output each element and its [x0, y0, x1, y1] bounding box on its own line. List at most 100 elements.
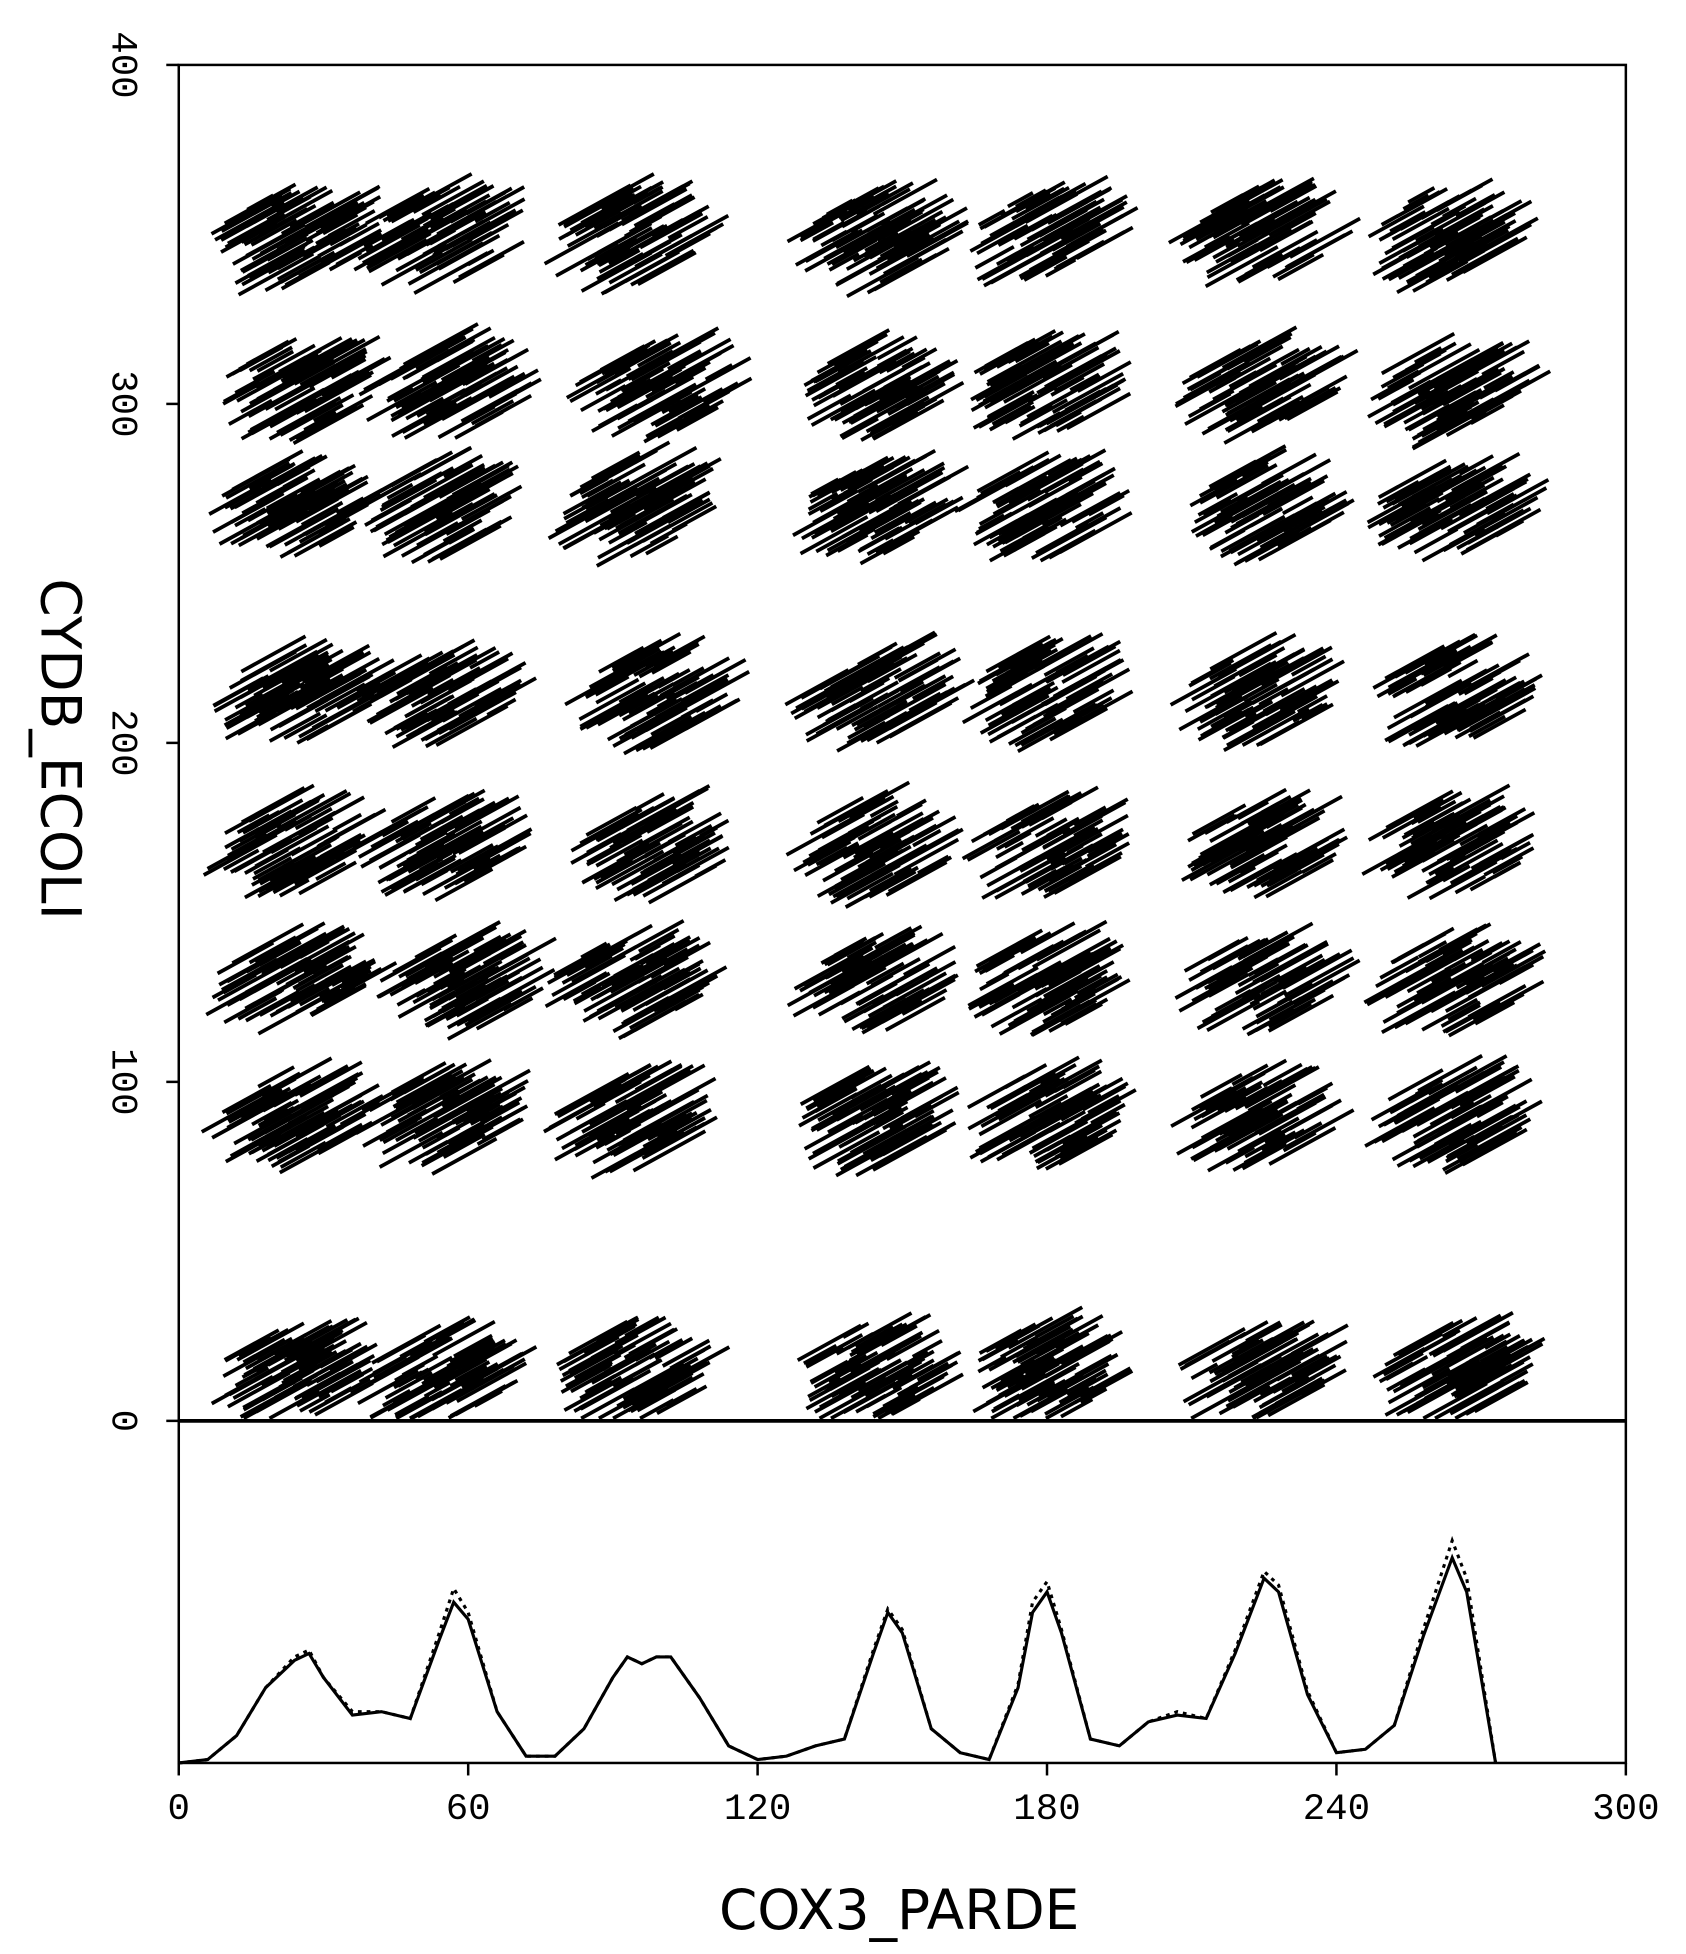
dot-segment: [573, 974, 626, 1006]
dot-segment: [455, 956, 531, 1001]
dot-segment: [993, 1393, 1021, 1411]
dot-segment: [554, 1117, 631, 1162]
dot-segment: [1051, 1374, 1085, 1396]
dot-segment: [312, 394, 374, 430]
dot-segment: [305, 1341, 362, 1376]
dot-segment: [331, 959, 377, 987]
dot-segment: [566, 948, 614, 977]
dot-segment: [394, 1362, 425, 1383]
dot-segment: [1253, 802, 1307, 835]
dot-segment: [473, 853, 502, 872]
dot-segment: [862, 1114, 933, 1156]
dot-segment: [836, 474, 908, 516]
dot-segment: [1014, 466, 1070, 499]
dot-segment: [1391, 206, 1450, 242]
dot-segment: [1259, 506, 1333, 550]
dot-segment: [303, 841, 348, 868]
dot-segment: [1385, 789, 1454, 830]
dot-segment: [1400, 1099, 1457, 1134]
dot-segment: [399, 799, 467, 839]
dot-segment: [631, 654, 663, 674]
dot-segment: [368, 457, 440, 500]
dot-segment: [579, 807, 643, 845]
dot-segment: [378, 1118, 418, 1142]
dot-segment: [595, 677, 640, 705]
dot-segment: [590, 1064, 660, 1105]
dot-segment: [628, 210, 668, 234]
dot-segment: [379, 478, 438, 512]
dot-segment: [413, 853, 457, 881]
dot-segment: [1499, 1355, 1531, 1375]
dot-segment: [1263, 189, 1337, 233]
dot-segment: [366, 380, 438, 422]
dot-segment: [658, 959, 704, 987]
dot-segment: [293, 1072, 360, 1112]
dot-segment: [601, 347, 649, 376]
dot-segment: [636, 1063, 706, 1104]
dot-segment: [1252, 349, 1328, 394]
dot-segment: [914, 1090, 960, 1119]
dot-segment: [247, 492, 298, 523]
dot-segment: [1289, 216, 1361, 259]
dot-segment: [617, 479, 683, 518]
dot-segment: [884, 996, 946, 1032]
dot-segment: [286, 1316, 360, 1360]
dot-segment: [1199, 463, 1269, 505]
dot-segment: [861, 1071, 923, 1108]
dot-segment: [1461, 190, 1506, 217]
dot-segment: [1237, 498, 1271, 520]
dot-segment: [585, 805, 638, 837]
dot-segment: [1261, 1130, 1297, 1153]
dot-segment: [287, 1097, 335, 1126]
dot-segment: [1380, 990, 1457, 1035]
dot-segment: [860, 1006, 900, 1031]
dot-segment: [995, 1323, 1041, 1352]
dot-segment: [654, 1098, 708, 1131]
dot-segment: [675, 846, 720, 874]
x-tick-label: 120: [724, 1789, 791, 1831]
dot-segment: [650, 831, 716, 870]
dot-segment: [1427, 703, 1487, 738]
dot-segment: [1392, 389, 1432, 414]
dot-segment: [1269, 184, 1318, 213]
dot-segment: [598, 497, 675, 542]
dot-segment: [420, 868, 449, 887]
dot-cluster: [1174, 325, 1359, 445]
dot-segment: [814, 1086, 858, 1113]
dot-segment: [1272, 1351, 1305, 1372]
dot-segment: [1007, 1305, 1084, 1350]
dot-segment: [880, 1324, 918, 1348]
dot-segment: [1073, 1369, 1134, 1405]
dot-segment: [544, 971, 608, 1009]
dot-segment: [1069, 1372, 1109, 1397]
dot-segment: [301, 1358, 372, 1400]
dot-segment: [1028, 1119, 1089, 1155]
dot-segment: [1204, 245, 1279, 289]
dot-segment: [1275, 458, 1332, 492]
dot-segment: [1041, 345, 1100, 380]
dot-segment: [1410, 242, 1454, 269]
dot-segment: [1423, 633, 1479, 666]
dot-segment: [1230, 390, 1278, 419]
dot-segment: [1296, 694, 1328, 714]
dot-segment: [226, 939, 302, 984]
dot-segment: [844, 1389, 882, 1413]
dot-segment: [234, 369, 276, 395]
dot-segment: [242, 1337, 286, 1364]
dot-segment: [1229, 386, 1291, 423]
dot-segment: [1064, 1002, 1103, 1026]
dot-segment: [424, 716, 478, 749]
dot-segment: [877, 449, 937, 484]
dot-segment: [667, 215, 709, 240]
dot-segment: [1182, 234, 1231, 264]
dot-segment: [623, 821, 683, 857]
dot-segment: [1261, 452, 1317, 486]
dot-segment: [804, 843, 861, 877]
dot-segment: [409, 1318, 477, 1358]
dot-segment: [230, 514, 283, 546]
dot-segment: [618, 676, 665, 704]
dot-segment: [1463, 1356, 1507, 1383]
dot-cluster: [969, 174, 1139, 288]
dot-segment: [1231, 1338, 1264, 1359]
